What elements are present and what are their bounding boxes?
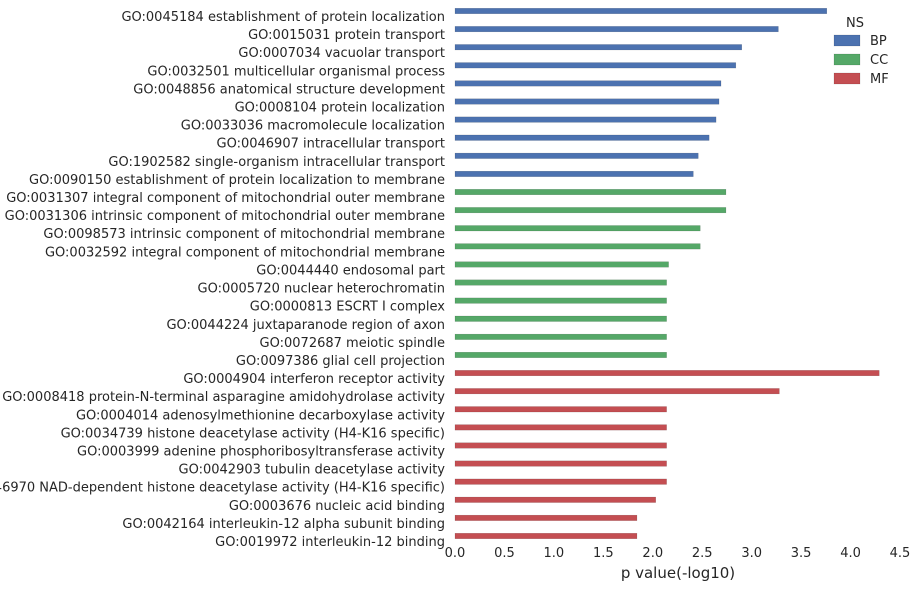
bar-cc [454, 243, 701, 250]
y-tick-label: GO:0008418 protein-N-terminal asparagine… [2, 390, 445, 405]
x-tick-label: 4.0 [840, 546, 861, 561]
x-tick-labels: 0.0 0.5 1.0 1.5 2.0 2.5 3.0 3.5 4.0 4.5 [445, 546, 911, 561]
y-tick-label: GO:0048856 anatomical structure developm… [133, 82, 445, 97]
x-tick-label: 0.5 [494, 546, 515, 561]
x-tick-label: 3.0 [741, 546, 762, 561]
bar-mf [454, 514, 638, 521]
bar-cc [454, 189, 727, 195]
y-tick-label: GO:0072687 meiotic spindle [260, 336, 445, 351]
x-axis-label: p value(-log10) [621, 564, 735, 582]
legend-title: NS [846, 16, 864, 31]
bar-mf [454, 533, 638, 539]
y-tick-label: GO:0034739 histone deacetylase activity … [61, 426, 445, 441]
y-tick-label: GO:0032592 integral component of mitocho… [45, 245, 445, 260]
y-tick-label: GO:0044224 juxtaparanode region of axon [166, 318, 445, 333]
y-tick-label: GO:0042903 tubulin deacetylase activity [179, 463, 446, 478]
bar-mf [454, 406, 667, 413]
y-tick-labels: GO:0045184 establishment of protein loca… [0, 10, 445, 550]
x-tick-label: 1.0 [544, 546, 565, 561]
bar-cc [454, 333, 667, 340]
bar-cc [454, 352, 667, 358]
x-tick-label: 2.0 [642, 546, 663, 561]
bars-layer [454, 8, 880, 539]
y-tick-label: GO:1902582 single-organism intracellular… [108, 155, 445, 170]
bar-bp [454, 116, 717, 123]
y-tick-label: GO:0031306 intrinsic component of mitoch… [5, 209, 445, 224]
y-tick-label: GO:0015031 protein transport [248, 28, 445, 43]
bar-bp [454, 8, 828, 14]
bar-cc [454, 297, 667, 304]
y-tick-label: GO:0045184 establishment of protein loca… [121, 10, 445, 25]
bar-bp [454, 44, 742, 51]
y-tick-label: GO:0042164 interleukin-12 alpha subunit … [122, 517, 445, 532]
bar-mf [454, 388, 780, 395]
x-tick-label: 2.5 [692, 546, 713, 561]
legend-swatch-mf [833, 72, 861, 85]
legend-label-mf: MF [870, 72, 889, 87]
bar-mf [454, 460, 667, 467]
bar-cc [454, 279, 667, 286]
y-tick-label: GO:0003676 nucleic acid binding [229, 499, 445, 514]
y-tick-label: GO:0007034 vacuolar transport [238, 46, 445, 61]
bar-bp [454, 62, 737, 69]
legend-swatch-bp [833, 34, 861, 47]
y-tick-label: GO:0097386 glial cell projection [236, 354, 445, 369]
y-tick-label: GO:0004014 adenosylmethionine decarboxyl… [76, 408, 445, 423]
bar-cc [454, 207, 727, 214]
bar-bp [454, 170, 694, 177]
bar-cc [454, 225, 701, 232]
bar-mf [454, 370, 880, 377]
y-tick-label: GO:0090150 establishment of protein loca… [29, 173, 445, 188]
legend-label-cc: CC [870, 53, 888, 68]
y-tick-label: GO:0033036 macromolecule localization [181, 119, 445, 134]
bar-mf [454, 424, 667, 431]
bar-mf [454, 442, 667, 449]
y-tick-label: GO:0046907 intracellular transport [217, 137, 445, 152]
y-tick-label: GO:0000813 ESCRT I complex [250, 300, 446, 315]
y-tick-label: GO:0032501 multicellular organismal proc… [147, 64, 445, 79]
legend-swatch-cc [833, 53, 861, 66]
y-tick-label: GO:0098573 intrinsic component of mitoch… [43, 227, 445, 242]
x-tick-label: 3.5 [791, 546, 812, 561]
legend: NS BP CC MF [833, 16, 889, 87]
y-tick-label: GO:0046970 NAD-dependent histone deacety… [0, 481, 445, 496]
y-tick-label: GO:0003999 adenine phosphoribosyltransfe… [77, 444, 445, 459]
bar-cc [454, 315, 667, 322]
y-tick-label: GO:0031307 integral component of mitocho… [6, 191, 445, 206]
bar-cc [454, 261, 669, 268]
x-tick-label: 0.0 [445, 546, 466, 561]
bar-mf [454, 496, 656, 503]
legend-label-bp: BP [870, 34, 887, 49]
x-tick-label: 4.5 [890, 546, 911, 561]
bar-bp [454, 152, 699, 159]
y-tick-label: GO:0044440 endosomal part [256, 263, 445, 278]
bar-mf [454, 478, 667, 485]
y-tick-label: GO:0008104 protein localization [235, 101, 445, 116]
y-tick-label: GO:0005720 nuclear heterochromatin [198, 282, 446, 297]
y-tick-label: GO:0004904 interferon receptor activity [183, 372, 445, 387]
bar-bp [454, 134, 710, 141]
bar-bp [454, 26, 779, 33]
x-tick-label: 1.5 [593, 546, 614, 561]
y-tick-label: GO:0019972 interleukin-12 binding [215, 535, 445, 550]
bar-bp [454, 98, 720, 105]
bar-bp [454, 80, 722, 87]
